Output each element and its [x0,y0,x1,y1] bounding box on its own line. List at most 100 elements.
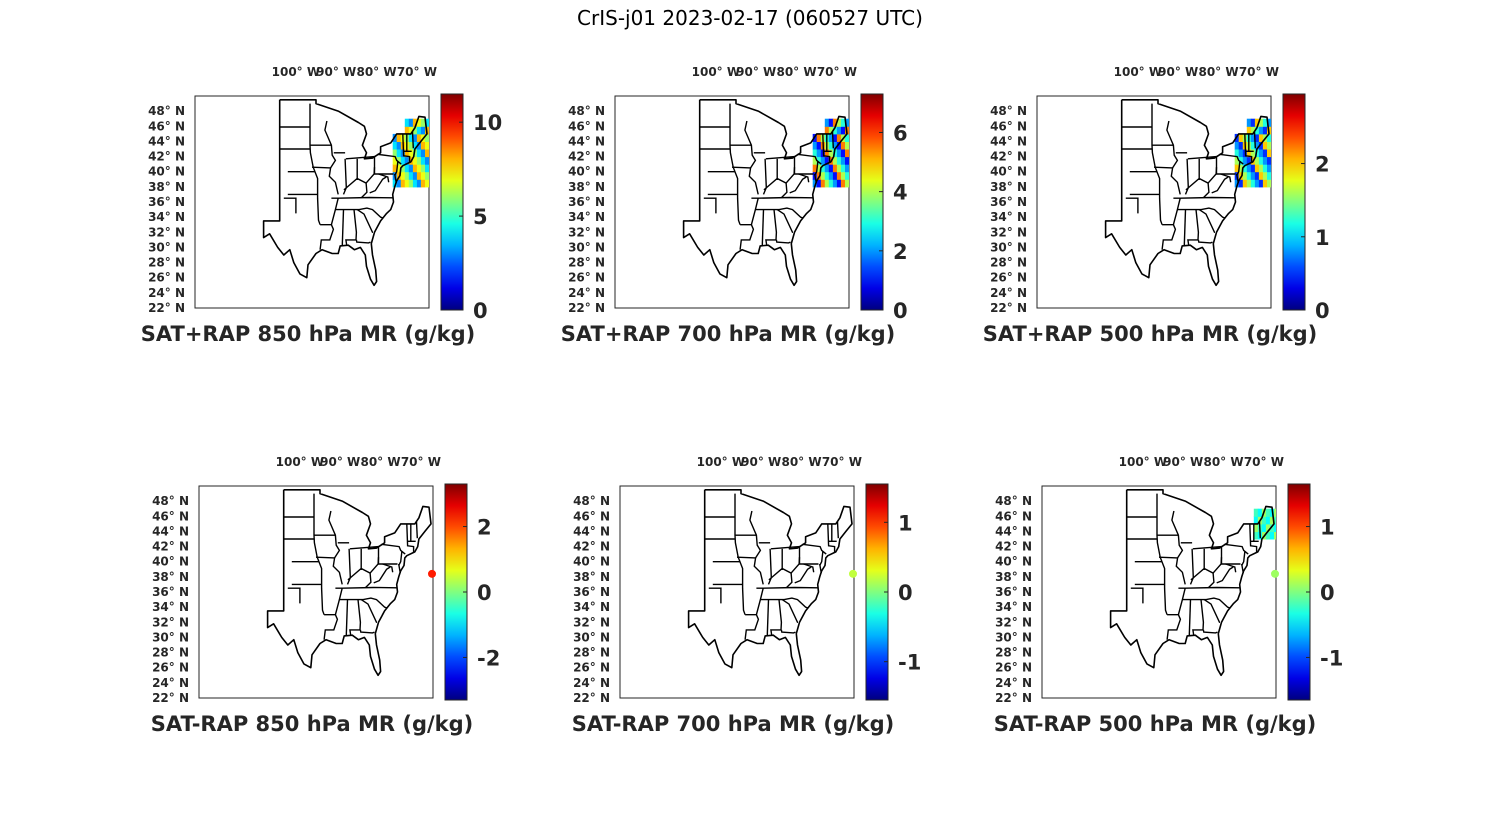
state-boundary [415,521,418,539]
lat-label: 40° N [152,555,189,569]
data-cell [824,171,830,180]
lat-label: 24° N [148,286,185,300]
data-cell [1267,171,1271,180]
lat-label: 26° N [573,661,610,675]
data-cell [820,171,826,180]
state-boundary [338,196,394,199]
data-cell [1269,531,1275,540]
state-boundary [1253,131,1256,149]
state-boundary [794,566,812,584]
coastline [266,489,432,677]
data-cell [1253,516,1259,525]
data-cell [828,149,834,158]
state-boundary [1258,521,1261,539]
data-cell [816,149,822,158]
data-cell [1265,516,1271,525]
lat-label: 34° N [995,600,1032,614]
lat-label: 22° N [148,301,185,315]
data-cell [1246,179,1252,188]
state-boundary [736,556,756,559]
lat-label: 38° N [990,180,1027,194]
state-boundary [1241,551,1246,566]
data-cell [849,172,854,180]
lat-label: 44° N [990,134,1027,148]
data-cell [404,179,410,188]
state-boundary [750,197,760,225]
state-boundary [1185,586,1241,589]
state-boundary [1197,239,1213,244]
data-cell [1278,531,1283,539]
data-cell [412,156,418,165]
lat-label: 36° N [995,585,1032,599]
lat-label: 42° N [148,150,185,164]
data-cell [408,164,414,173]
data-cell [1262,179,1268,188]
data-cell [1242,156,1248,165]
data-cell [416,126,422,135]
data-cell [836,149,842,158]
lat-label: 34° N [573,600,610,614]
colorbar-tick-label: 6 [893,122,908,146]
data-cell [816,156,822,165]
data-cell [836,179,842,188]
colorbar-tick-label: 1 [1315,226,1330,250]
state-boundary [760,597,808,609]
state-boundary [311,166,331,169]
lat-label: 34° N [148,210,185,224]
state-boundary [1216,566,1234,584]
data-cell [412,164,418,173]
data-cell [840,149,846,158]
lon-label: 70° W [401,455,441,469]
data-cell [420,141,426,150]
data-cell [1261,516,1267,525]
data-cell [416,133,422,142]
data-cell [1267,149,1271,158]
lat-label: 32° N [990,225,1027,239]
lat-label: 32° N [152,615,189,629]
lat-label: 24° N [152,676,189,690]
data-cell [849,134,854,142]
lat-label: 44° N [573,524,610,538]
data-cell [425,156,429,165]
lat-label: 22° N [152,691,189,705]
data-cell [1267,118,1271,127]
state-boundary [814,161,819,176]
state-boundary [729,103,741,225]
lon-label: 90° W [736,65,776,79]
data-cell [416,141,422,150]
data-cell [845,164,849,173]
data-cell [1238,164,1244,173]
lat-label: 26° N [990,271,1027,285]
state-boundary [1203,599,1221,623]
lat-label: 30° N [573,630,610,644]
data-cell [412,179,418,188]
colorbar-tick-label: 10 [473,111,502,135]
data-cell [849,141,854,149]
state-boundary [790,557,801,574]
data-cell [1262,164,1268,173]
lat-label: 46° N [568,119,605,133]
data-cell [425,164,429,173]
lat-label: 44° N [568,134,605,148]
lat-label: 36° N [148,195,185,209]
data-cell [1254,164,1260,173]
data-cell [1238,179,1244,188]
data-cell [1271,126,1276,134]
data-cell [824,118,830,127]
data-cell [812,179,818,188]
data-cell [836,164,842,173]
data-cell [840,171,846,180]
lon-label: 70° W [1244,455,1284,469]
state-boundary [734,493,746,615]
data-cell [392,164,398,173]
data-cell [400,179,406,188]
map-svg: 100° W90° W 80° W 70° W 48° N46° N44° N 42° … [141,65,502,346]
data-cell [845,149,849,158]
data-cell [824,149,830,158]
data-cell [412,118,418,127]
data-cell [824,179,830,188]
data-cell [1271,149,1276,157]
state-boundary [819,551,824,566]
data-cell [1254,126,1260,135]
lat-label: 44° N [148,134,185,148]
